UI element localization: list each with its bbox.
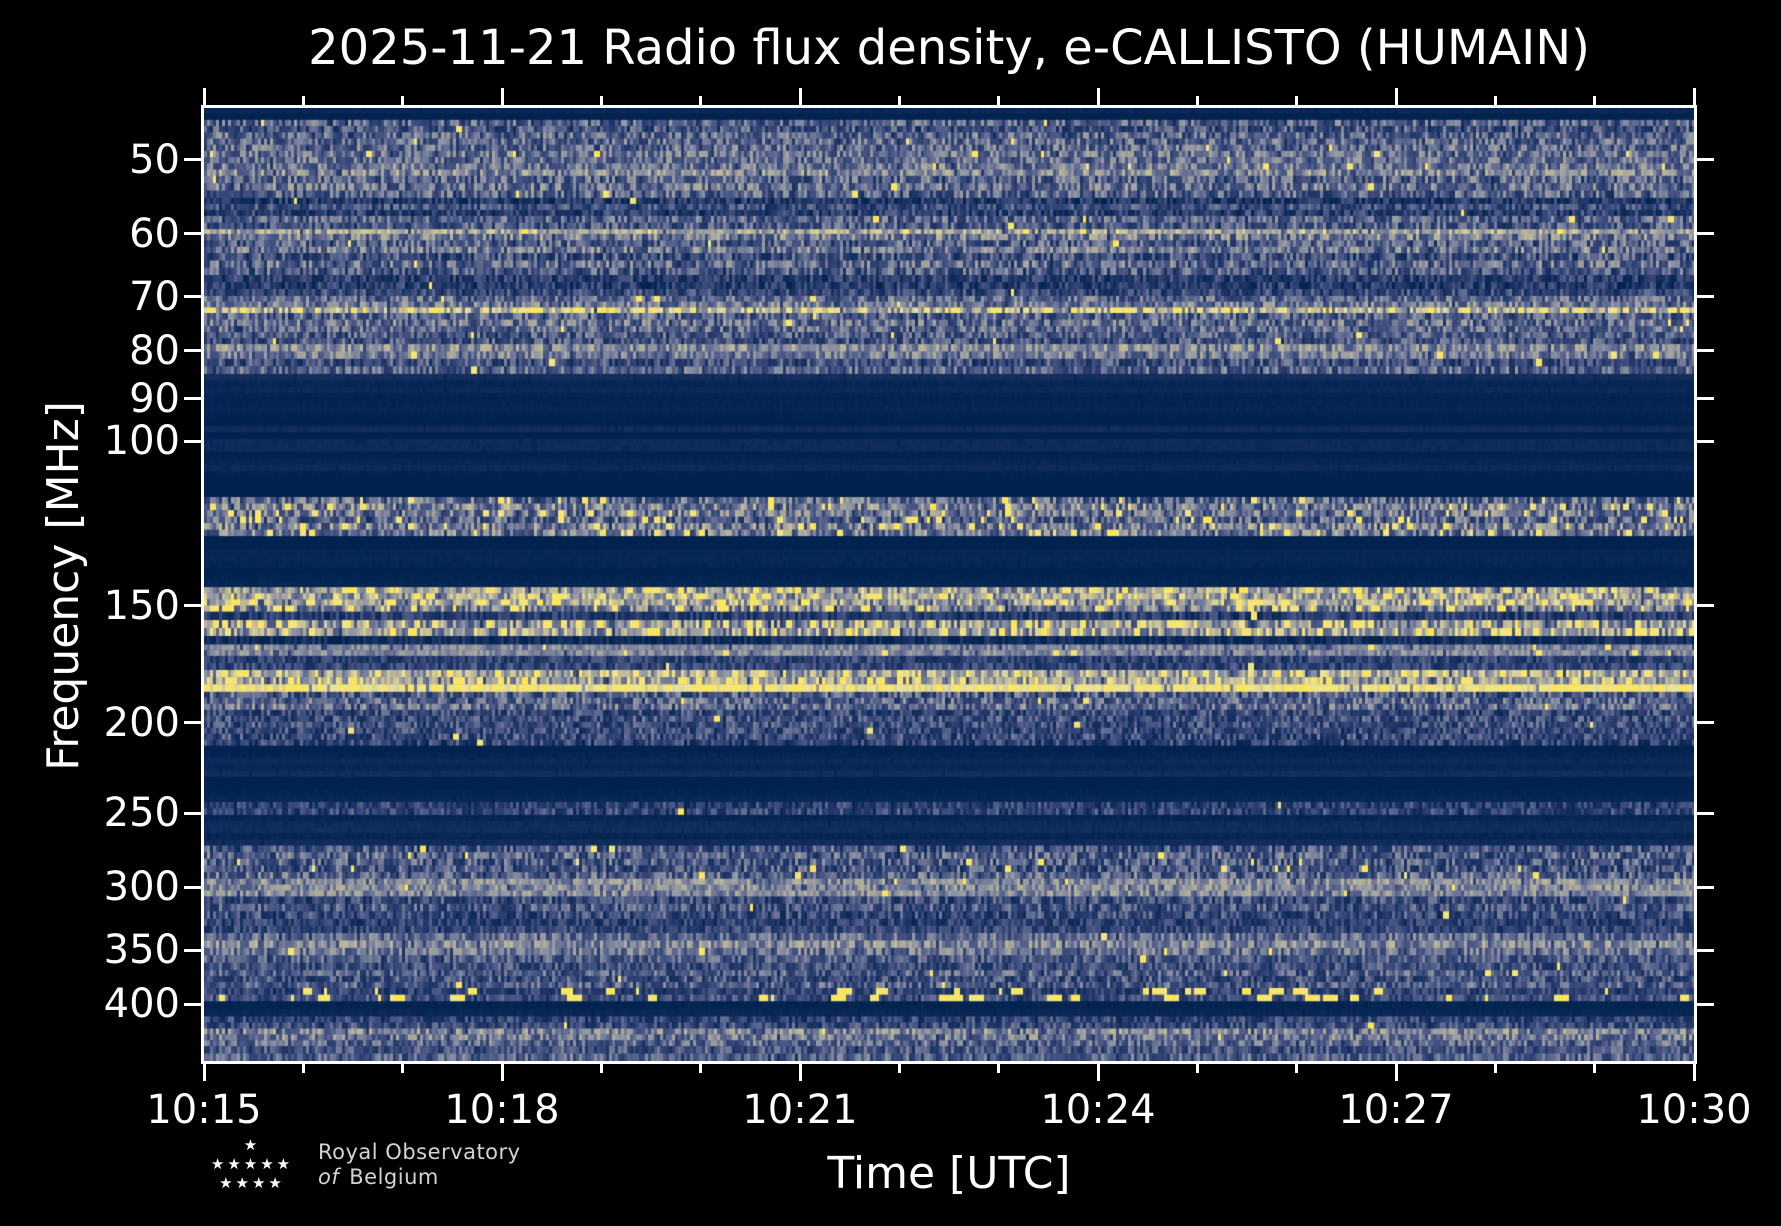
y-tick-left <box>184 439 201 443</box>
x-tick-minor-top <box>599 96 603 105</box>
rob-logo-text-belgium: Belgium <box>349 1165 439 1189</box>
y-tick-left <box>184 1002 201 1006</box>
y-tick-right <box>1697 158 1714 162</box>
x-tick-label: 10:15 <box>146 1087 262 1133</box>
x-tick-minor <box>401 1064 405 1073</box>
y-tick-right <box>1697 1002 1714 1006</box>
x-tick-minor-top <box>1195 96 1199 105</box>
y-tick-right <box>1697 295 1714 299</box>
y-tick-label: 200 <box>103 699 180 746</box>
x-tick-minor <box>1493 1064 1497 1073</box>
x-tick-major-top <box>202 88 206 105</box>
y-tick-right <box>1697 721 1714 725</box>
x-tick-major-top <box>500 88 504 105</box>
x-tick-minor-top <box>301 96 305 105</box>
rob-logo-stars-row1: ★ <box>243 1136 261 1154</box>
y-axis-title: Frequency [MHz] <box>38 401 89 771</box>
x-tick-major <box>500 1064 504 1081</box>
x-tick-minor-top <box>897 96 901 105</box>
spectrogram-heatmap <box>204 108 1694 1061</box>
y-tick-left <box>184 948 201 952</box>
x-tick-minor-top <box>401 96 405 105</box>
rob-logo-text-line2: of Belgium <box>318 1165 521 1190</box>
y-tick-label: 90 <box>129 375 180 422</box>
chart-title: 2025-11-21 Radio flux density, e-CALLIST… <box>308 20 1590 76</box>
y-tick-left <box>184 295 201 299</box>
x-tick-label: 10:30 <box>1636 1087 1752 1133</box>
x-tick-major-top <box>798 88 802 105</box>
x-tick-minor-top <box>1295 96 1299 105</box>
x-tick-minor-top <box>1493 96 1497 105</box>
x-tick-minor <box>699 1064 703 1073</box>
y-tick-label: 60 <box>129 210 180 257</box>
y-tick-right <box>1697 604 1714 608</box>
x-tick-major-top <box>1096 88 1100 105</box>
x-tick-minor <box>997 1064 1001 1073</box>
rob-logo-text-of: of <box>318 1165 340 1189</box>
x-tick-label: 10:27 <box>1338 1087 1454 1133</box>
x-tick-major <box>1096 1064 1100 1081</box>
y-tick-left <box>184 397 201 401</box>
x-tick-minor <box>1593 1064 1597 1073</box>
plot-spine-top <box>201 105 1697 108</box>
plot-spine-bottom <box>201 1061 1697 1064</box>
y-tick-left <box>184 811 201 815</box>
y-tick-label: 100 <box>103 418 180 465</box>
y-tick-left <box>184 232 201 236</box>
x-tick-minor <box>1195 1064 1199 1073</box>
y-tick-label: 300 <box>103 864 180 911</box>
x-tick-major <box>798 1064 802 1081</box>
x-tick-minor-top <box>1593 96 1597 105</box>
x-tick-major <box>1692 1064 1696 1081</box>
x-tick-major <box>1394 1064 1398 1081</box>
x-tick-minor <box>897 1064 901 1073</box>
x-tick-label: 10:24 <box>1040 1087 1156 1133</box>
x-tick-major-top <box>1692 88 1696 105</box>
y-tick-label: 250 <box>103 790 180 837</box>
x-tick-minor-top <box>699 96 703 105</box>
y-tick-left <box>184 158 201 162</box>
y-tick-right <box>1697 397 1714 401</box>
y-tick-label: 70 <box>129 273 180 320</box>
rob-logo-text: Royal Observatory of Belgium <box>318 1140 521 1190</box>
y-tick-label: 350 <box>103 927 180 974</box>
x-tick-minor-top <box>997 96 1001 105</box>
y-tick-left <box>184 721 201 725</box>
y-tick-label: 150 <box>103 582 180 629</box>
x-tick-minor <box>599 1064 603 1073</box>
y-tick-label: 80 <box>129 327 180 374</box>
y-tick-right <box>1697 349 1714 353</box>
x-tick-label: 10:21 <box>742 1087 858 1133</box>
y-tick-label: 400 <box>103 981 180 1028</box>
x-tick-major <box>202 1064 206 1081</box>
x-tick-major-top <box>1394 88 1398 105</box>
y-tick-right <box>1697 948 1714 952</box>
plot-spine-right <box>1694 105 1697 1064</box>
y-tick-right <box>1697 232 1714 236</box>
rob-logo-stars: ★ ★★★★★ ★★★★ <box>200 1136 304 1193</box>
y-tick-right <box>1697 885 1714 889</box>
rob-logo-text-line1: Royal Observatory <box>318 1140 521 1164</box>
y-tick-left <box>184 349 201 353</box>
rob-logo-stars-row3: ★★★★ <box>219 1174 285 1192</box>
y-tick-left <box>184 604 201 608</box>
x-axis-title: Time [UTC] <box>827 1148 1071 1199</box>
x-tick-minor <box>301 1064 305 1073</box>
y-tick-right <box>1697 439 1714 443</box>
x-tick-minor <box>1295 1064 1299 1073</box>
x-tick-label: 10:18 <box>444 1087 560 1133</box>
y-tick-right <box>1697 811 1714 815</box>
plot-spine-left <box>201 105 204 1064</box>
y-tick-left <box>184 885 201 889</box>
rob-logo-stars-row2: ★★★★★ <box>210 1155 294 1173</box>
y-tick-label: 50 <box>129 136 180 183</box>
